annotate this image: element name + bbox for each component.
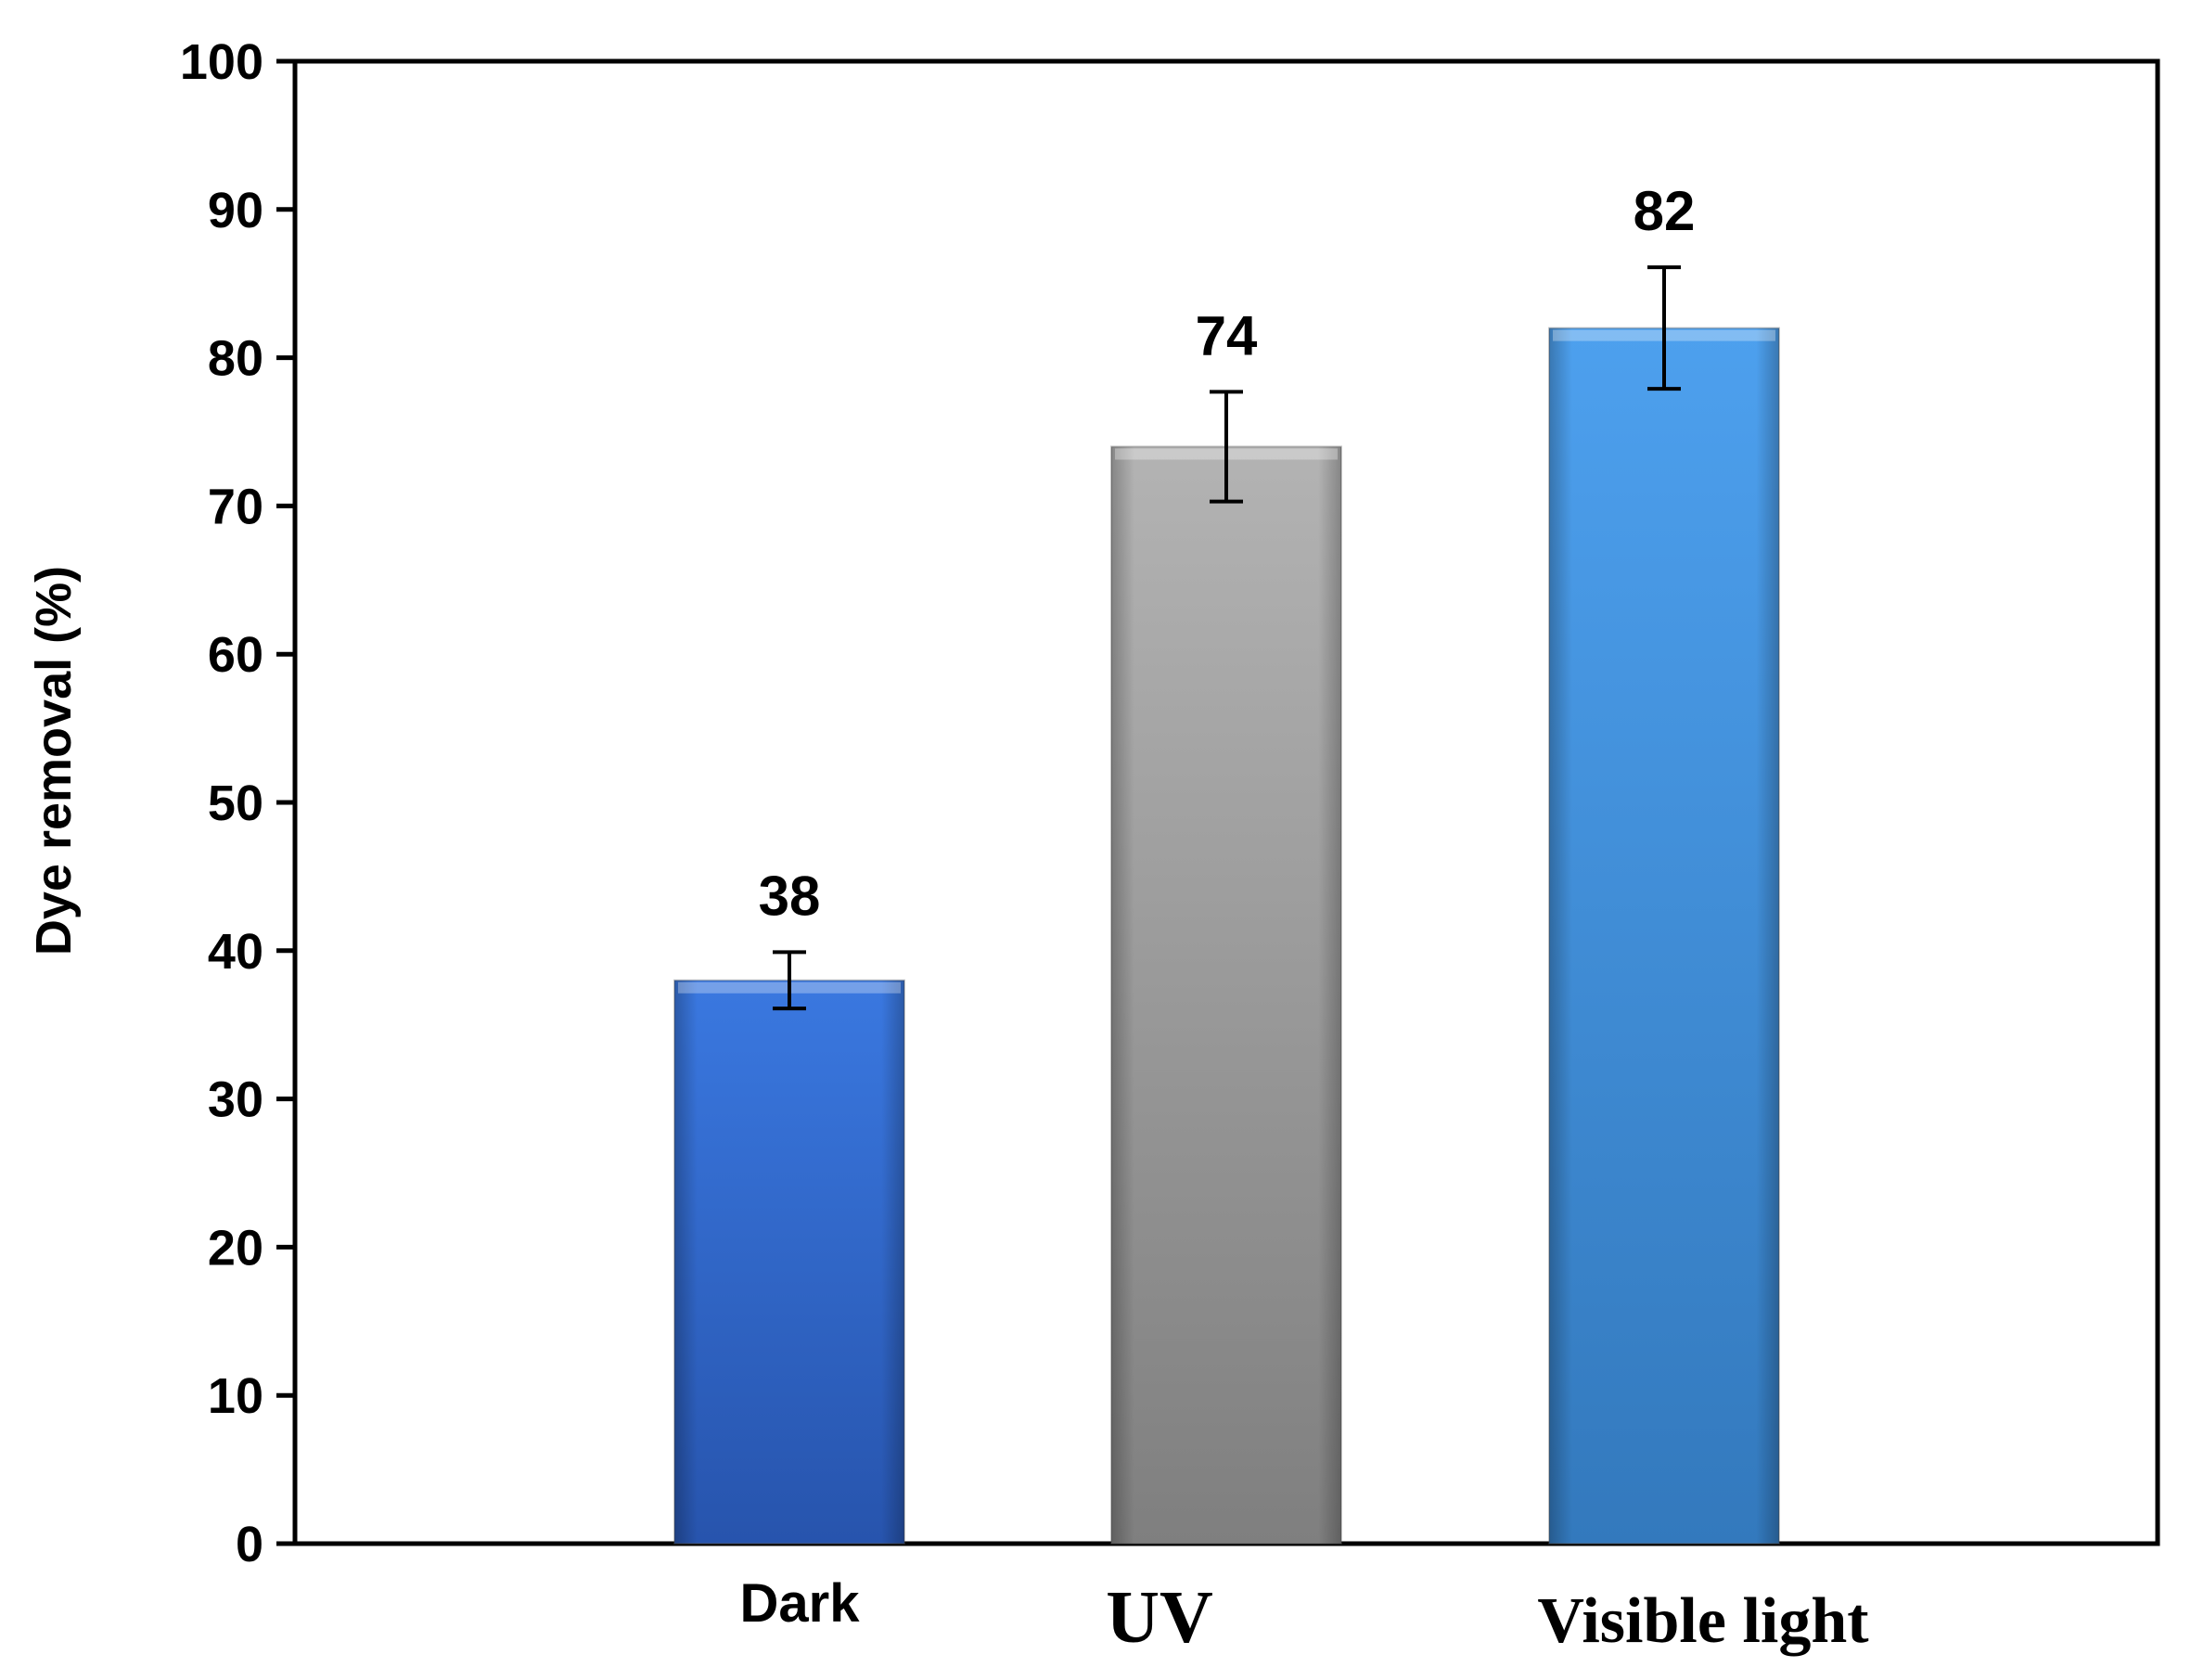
x-category-label-visible-light: Visible light (1537, 1585, 1868, 1657)
y-tick-label: 50 (208, 776, 263, 831)
x-category-label-dark: Dark (740, 1573, 861, 1634)
bar-dark-shade (674, 980, 904, 1544)
bar-uv-shade (1111, 446, 1341, 1545)
y-axis-label: Dye removal (%) (26, 566, 82, 955)
y-tick-label: 70 (208, 479, 263, 534)
y-tick-label: 20 (208, 1220, 263, 1276)
y-tick-label: 40 (208, 924, 263, 980)
bar-visible-light-value-label: 82 (1634, 180, 1696, 242)
y-tick-label: 100 (180, 34, 263, 90)
bar-uv-value-label: 74 (1196, 304, 1258, 366)
x-category-label-uv: UV (1106, 1577, 1213, 1659)
bar-visible-light-shade (1549, 327, 1779, 1544)
y-tick-label: 90 (208, 183, 263, 238)
y-tick-label: 60 (208, 627, 263, 683)
bar-dark-value-label: 38 (759, 865, 821, 927)
y-tick-label: 10 (208, 1368, 263, 1424)
y-tick-label: 0 (236, 1517, 263, 1572)
y-tick-label: 30 (208, 1072, 263, 1128)
y-tick-label: 80 (208, 331, 263, 387)
